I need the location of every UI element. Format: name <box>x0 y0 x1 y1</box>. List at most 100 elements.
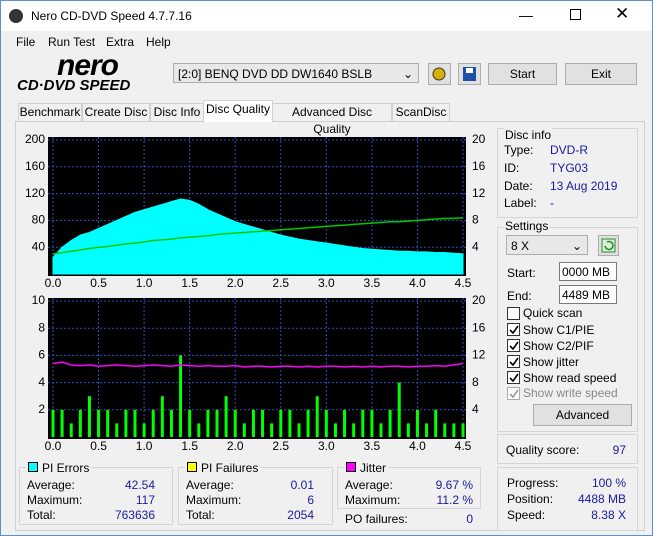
y-tick-label: 6 <box>38 348 45 362</box>
bar <box>279 409 283 437</box>
y2-tick-label: 4 <box>472 239 479 253</box>
bar <box>343 409 347 437</box>
bar <box>224 396 228 437</box>
drive-select[interactable]: [2:0] BENQ DVD DD DW1640 BSLB ⌄ <box>173 63 419 83</box>
tab[interactable]: Benchmark <box>18 103 82 121</box>
stat-value: 0 <box>466 512 473 526</box>
y-tick-label: 80 <box>32 213 46 227</box>
legend-swatch <box>346 462 356 472</box>
maximize[interactable] <box>570 9 581 20</box>
legend-label: Jitter <box>360 461 387 475</box>
checkbox-label: Show read speed <box>523 371 617 385</box>
plot-background <box>48 298 466 439</box>
bar <box>133 409 137 437</box>
stat-label: Average: <box>186 478 234 492</box>
info-label: ID: <box>504 161 520 175</box>
menu-item[interactable]: Extra <box>106 35 135 49</box>
group-title: PI Failures <box>185 461 261 475</box>
stat-value: 42.54 <box>124 478 155 492</box>
stat-label: PO failures: <box>345 512 408 526</box>
info-value: TYG03 <box>550 161 589 175</box>
bar <box>87 396 91 437</box>
bar <box>142 423 146 437</box>
speed-value: 8 X <box>511 239 530 253</box>
start-button[interactable]: Start <box>488 63 557 85</box>
bar <box>97 409 101 437</box>
icon <box>601 238 616 253</box>
checkbox[interactable] <box>507 323 520 336</box>
jitter-group <box>337 467 481 509</box>
menu-item[interactable]: Run Test <box>48 35 96 49</box>
y2-tick-label: 4 <box>472 402 479 416</box>
info-button[interactable] <box>428 63 451 85</box>
bar <box>461 423 465 437</box>
menu-item[interactable]: Help <box>146 35 171 49</box>
checkbox[interactable] <box>507 355 520 368</box>
checkbox-label: Show C2/PIF <box>523 339 594 353</box>
x-tick-label: 3.5 <box>364 276 381 290</box>
checkbox[interactable] <box>507 339 520 352</box>
drive-name: [2:0] BENQ DVD DD DW1640 BSLB <box>178 67 373 81</box>
tab[interactable]: Advanced Disc Quality <box>272 103 392 136</box>
end-label: End: <box>507 289 532 303</box>
info-label: Label: <box>504 196 537 210</box>
window-title: Nero CD-DVD Speed 4.7.7.16 <box>31 9 192 23</box>
speed-select[interactable]: 8 X ⌄ <box>506 235 588 255</box>
bar <box>106 409 110 437</box>
bar <box>406 423 410 437</box>
tab[interactable]: ScanDisc <box>392 103 450 121</box>
exit-button[interactable]: Exit <box>565 63 637 85</box>
y2-tick-label: 20 <box>472 132 486 146</box>
icon <box>432 67 446 81</box>
start-input[interactable]: 0000 MB <box>559 262 617 281</box>
x-tick-label: 2.0 <box>227 276 244 290</box>
stat-value: 2054 <box>287 508 314 522</box>
x-tick-label: 2.5 <box>272 439 289 453</box>
checkbox <box>507 387 520 400</box>
bar <box>288 409 292 437</box>
legend-label: PI Errors <box>42 461 90 475</box>
bar <box>434 409 438 437</box>
x-tick-label: 3.0 <box>318 439 335 453</box>
x-tick-label: 4.0 <box>409 439 426 453</box>
bar <box>370 409 374 437</box>
y2-tick-label: 20 <box>472 293 486 307</box>
refresh-button[interactable] <box>598 235 619 256</box>
minimize[interactable]: — <box>519 7 533 23</box>
status-group <box>497 467 638 531</box>
checkbox[interactable] <box>507 371 520 384</box>
menu-item[interactable]: File <box>16 35 36 49</box>
logo-subtitle: CD·DVD SPEED <box>17 77 131 94</box>
icon <box>463 67 476 81</box>
y-tick-label: 120 <box>25 186 45 200</box>
stat-label: Total: <box>186 508 215 522</box>
tab-active[interactable]: Disc Quality <box>203 100 273 122</box>
pi-errors-group <box>19 467 173 525</box>
y2-tick-label: 12 <box>472 348 486 362</box>
checkbox-label: Quick scan <box>523 306 583 320</box>
x-tick-label: 4.5 <box>455 439 472 453</box>
tab[interactable]: Create Disc <box>82 103 150 121</box>
legend-label: PI Failures <box>201 461 259 475</box>
x-tick-label: 1.5 <box>181 276 198 290</box>
info-value: - <box>550 196 554 210</box>
legend-swatch <box>28 462 38 472</box>
close[interactable]: ✕ <box>615 4 630 23</box>
tab[interactable]: Disc Info <box>150 103 204 121</box>
settings-group <box>497 227 638 432</box>
save-button[interactable] <box>458 63 481 85</box>
check <box>509 325 519 335</box>
series-line <box>52 216 464 255</box>
y-tick-label: 40 <box>32 239 46 253</box>
group-title: Disc info <box>504 128 553 142</box>
bar <box>51 409 55 437</box>
y2-tick-label: 12 <box>472 186 486 200</box>
bar <box>179 355 183 437</box>
end-input[interactable]: 4489 MB <box>559 285 617 304</box>
bar <box>188 409 192 437</box>
advanced-button[interactable]: Advanced <box>533 404 632 426</box>
bar <box>425 423 429 437</box>
checkbox[interactable] <box>507 307 520 320</box>
stat-label: Maximum: <box>186 493 242 507</box>
